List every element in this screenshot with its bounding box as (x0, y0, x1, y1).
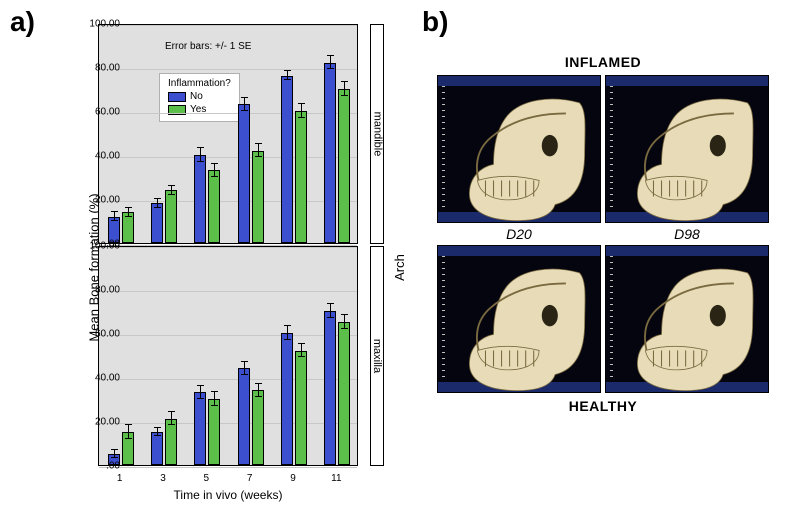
facet-axis-title: Arch (392, 254, 407, 281)
ct-image-grid: INFLAMED D20 D98 (430, 54, 776, 414)
healthy-label: HEALTHY (430, 398, 776, 414)
bar (338, 89, 350, 243)
bar (252, 151, 264, 243)
bar (324, 63, 336, 243)
y-tick-label: 100.00 (84, 241, 120, 252)
legend-title: Inflammation? (168, 78, 231, 89)
legend: Inflammation? No Yes (159, 73, 240, 122)
x-tick-label: 3 (160, 473, 166, 484)
x-tick-label: 5 (204, 473, 210, 484)
bar (295, 351, 307, 465)
day-d20: D20 (506, 226, 532, 242)
day-labels: D20 D98 (435, 226, 771, 242)
bar (295, 111, 307, 243)
inflamed-label: INFLAMED (430, 54, 776, 70)
facet-label-mandible: mandible (370, 24, 384, 244)
ct-healthy-d20 (437, 245, 601, 393)
panel-b-label: b) (422, 6, 448, 38)
bar (122, 212, 134, 243)
x-tick-label: 1 (117, 473, 123, 484)
bar (151, 203, 163, 243)
bar (151, 432, 163, 465)
bar (238, 104, 250, 243)
y-tick-label: 100.00 (84, 19, 120, 30)
bar (194, 155, 206, 243)
skull-render-icon (456, 262, 590, 393)
y-tick-label: 80.00 (84, 63, 120, 74)
bar-chart: Mean Bone formation (%) Arch Error bars:… (46, 20, 406, 500)
bar (252, 390, 264, 465)
swatch-no (168, 92, 186, 102)
plot-mandible: Error bars: +/- 1 SE Inflammation? No Ye… (98, 24, 358, 244)
skull-render-icon (624, 262, 758, 393)
x-tick-label: 7 (247, 473, 253, 484)
x-tick-label: 11 (331, 473, 341, 484)
y-tick-label: 20.00 (84, 417, 120, 428)
y-tick-label: 40.00 (84, 373, 120, 384)
y-tick-label: .00 (84, 461, 120, 472)
bar (165, 419, 177, 465)
errorbar-note: Error bars: +/- 1 SE (165, 41, 251, 52)
bar (238, 368, 250, 465)
plot-maxilla (98, 246, 358, 466)
bar (194, 392, 206, 465)
facet-label-maxilla: maxilla (370, 246, 384, 466)
day-d98: D98 (674, 226, 700, 242)
bar (324, 311, 336, 465)
y-tick-label: 60.00 (84, 107, 120, 118)
bar (281, 333, 293, 465)
y-tick-label: 40.00 (84, 151, 120, 162)
bar (208, 399, 220, 465)
y-tick-label: 60.00 (84, 329, 120, 340)
bar (281, 76, 293, 243)
legend-label-no: No (190, 91, 203, 102)
x-axis-title: Time in vivo (weeks) (98, 488, 358, 502)
y-tick-label: 80.00 (84, 285, 120, 296)
bar (165, 190, 177, 243)
bar (338, 322, 350, 465)
ct-healthy-d98 (605, 245, 769, 393)
ct-inflamed-d98 (605, 75, 769, 223)
skull-render-icon (624, 92, 758, 223)
bar (208, 170, 220, 243)
skull-render-icon (456, 92, 590, 223)
x-tick-label: 9 (290, 473, 296, 484)
legend-item-no: No (168, 91, 231, 102)
ct-inflamed-d20 (437, 75, 601, 223)
panel-a-label: a) (10, 6, 35, 38)
y-tick-label: 20.00 (84, 195, 120, 206)
